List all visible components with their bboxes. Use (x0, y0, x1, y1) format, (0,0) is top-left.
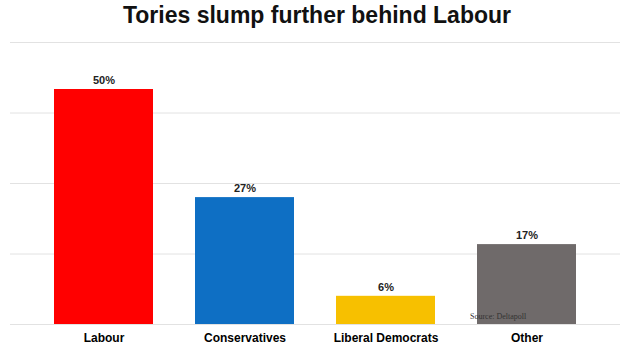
svg-text:Other: Other (511, 331, 543, 345)
svg-text:50%: 50% (93, 74, 115, 86)
svg-text:17%: 17% (516, 229, 538, 241)
svg-text:6%: 6% (378, 281, 394, 293)
svg-text:Liberal Democrats: Liberal Democrats (334, 331, 439, 345)
html-text:Source: Deltapoll: Source: Deltapoll (470, 312, 527, 321)
html-text:Tories slump further behind La: Tories slump further behind Labour (123, 2, 511, 28)
svg-text:27%: 27% (234, 182, 256, 194)
svg-text:Conservatives: Conservatives (204, 331, 286, 345)
svg-text:Labour: Labour (84, 331, 125, 345)
